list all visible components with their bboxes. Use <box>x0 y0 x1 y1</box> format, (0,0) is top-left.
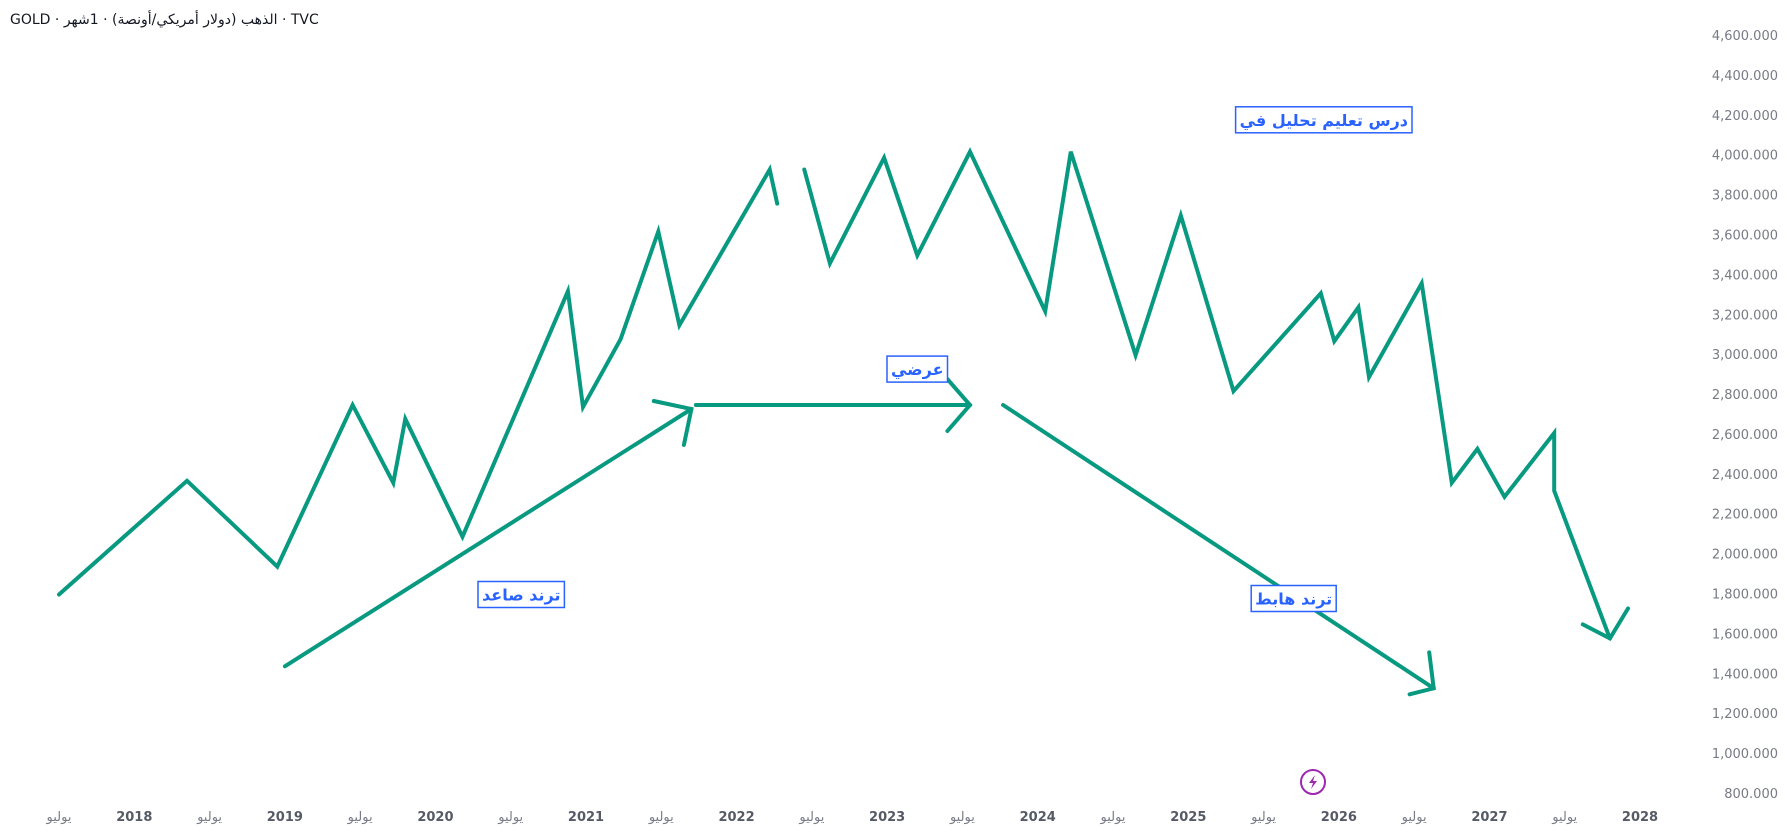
y-tick-label: 3,000.000 <box>1712 348 1778 363</box>
y-tick-label: 1,400.000 <box>1712 667 1778 682</box>
y-tick-label: 4,000.000 <box>1712 149 1778 164</box>
x-tick-month: يوليو <box>949 810 975 825</box>
label-range-text: عرضي <box>891 360 944 380</box>
x-tick-month: يوليو <box>1250 810 1276 825</box>
label-downtrend[interactable]: ترند هابط <box>1250 584 1337 613</box>
uptrend-arrow-head[interactable] <box>651 399 694 447</box>
downtrend-arrow-head[interactable] <box>1407 650 1436 697</box>
y-tick-label: 1,800.000 <box>1712 588 1778 603</box>
downtrend-arrow[interactable] <box>1001 403 1436 691</box>
symbol-title: GOLD · الذهب (دولار أمريكي/أونصة) · 1شهر… <box>10 12 319 28</box>
x-tick-year: 2018 <box>116 810 152 825</box>
x-tick-year: 2022 <box>718 810 754 825</box>
label-lesson[interactable]: درس تعليم تحليل في <box>1234 106 1413 134</box>
y-tick-label: 2,800.000 <box>1712 388 1778 403</box>
y-tick-label: 2,200.000 <box>1712 508 1778 523</box>
y-axis: 4,600.000 4,400.000 4,200.000 4,000.000 3,80… <box>1712 29 1778 802</box>
y-tick-label: 2,400.000 <box>1712 468 1778 483</box>
label-uptrend[interactable]: ترند صاعد <box>477 580 566 609</box>
chart-annotations: درس تعليم تحليل في عرضي ترند صاعد ترند هابط <box>477 106 1413 613</box>
y-tick-label: 4,400.000 <box>1712 69 1778 84</box>
x-tick-month: يوليو <box>648 810 674 825</box>
x-tick-month: يوليو <box>1401 810 1427 825</box>
y-tick-label: 3,200.000 <box>1712 308 1778 323</box>
range-arrow-head[interactable] <box>945 377 973 433</box>
y-tick-label: 3,600.000 <box>1712 228 1778 243</box>
label-downtrend-text: ترند هابط <box>1255 590 1332 609</box>
x-axis: يوليو 2018 يوليو 2019 يوليو 2020 يوليو 2021 يولي… <box>46 810 1659 825</box>
y-tick-label: 3,800.000 <box>1712 189 1778 204</box>
x-tick-year: 2023 <box>869 810 905 825</box>
trend-drawings <box>57 147 1630 697</box>
x-tick-month: يوليو <box>347 810 373 825</box>
x-tick-year: 2027 <box>1471 810 1507 825</box>
uptrend-arrow[interactable] <box>282 407 694 669</box>
y-tick-label: 1,600.000 <box>1712 627 1778 642</box>
x-tick-year: 2020 <box>417 810 453 825</box>
x-tick-year: 2028 <box>1622 810 1658 825</box>
y-tick-label: 800.000 <box>1724 787 1778 802</box>
zigzag-end-arrowhead[interactable] <box>1580 606 1630 642</box>
y-tick-label: 4,600.000 <box>1712 29 1778 44</box>
y-tick-label: 2,600.000 <box>1712 428 1778 443</box>
label-uptrend-text: ترند صاعد <box>482 586 560 605</box>
y-tick-label: 1,200.000 <box>1712 707 1778 722</box>
label-downtrend-box <box>1250 584 1337 613</box>
x-tick-month: يوليو <box>46 810 72 825</box>
label-range[interactable]: عرضي <box>886 355 949 383</box>
x-tick-month: يوليو <box>497 810 523 825</box>
label-uptrend-box <box>477 580 566 609</box>
flash-icon[interactable] <box>1300 769 1326 795</box>
label-lesson-text: درس تعليم تحليل في <box>1240 111 1408 131</box>
x-tick-month: يوليو <box>1551 810 1577 825</box>
y-tick-label: 1,000.000 <box>1712 747 1778 762</box>
x-tick-month: يوليو <box>1100 810 1126 825</box>
x-tick-year: 2019 <box>267 810 303 825</box>
zigzag-range[interactable] <box>802 147 1612 641</box>
x-tick-year: 2025 <box>1170 810 1206 825</box>
x-tick-year: 2026 <box>1321 810 1357 825</box>
x-tick-month: يوليو <box>196 810 222 825</box>
x-tick-year: 2024 <box>1020 810 1056 825</box>
x-tick-month: يوليو <box>798 810 824 825</box>
zigzag-uptrend[interactable] <box>57 164 780 597</box>
y-tick-label: 3,400.000 <box>1712 268 1778 283</box>
label-lesson-box <box>1234 106 1413 134</box>
x-tick-year: 2021 <box>568 810 604 825</box>
y-tick-label: 2,000.000 <box>1712 548 1778 563</box>
y-tick-label: 4,200.000 <box>1712 109 1778 124</box>
label-range-box <box>886 355 949 383</box>
